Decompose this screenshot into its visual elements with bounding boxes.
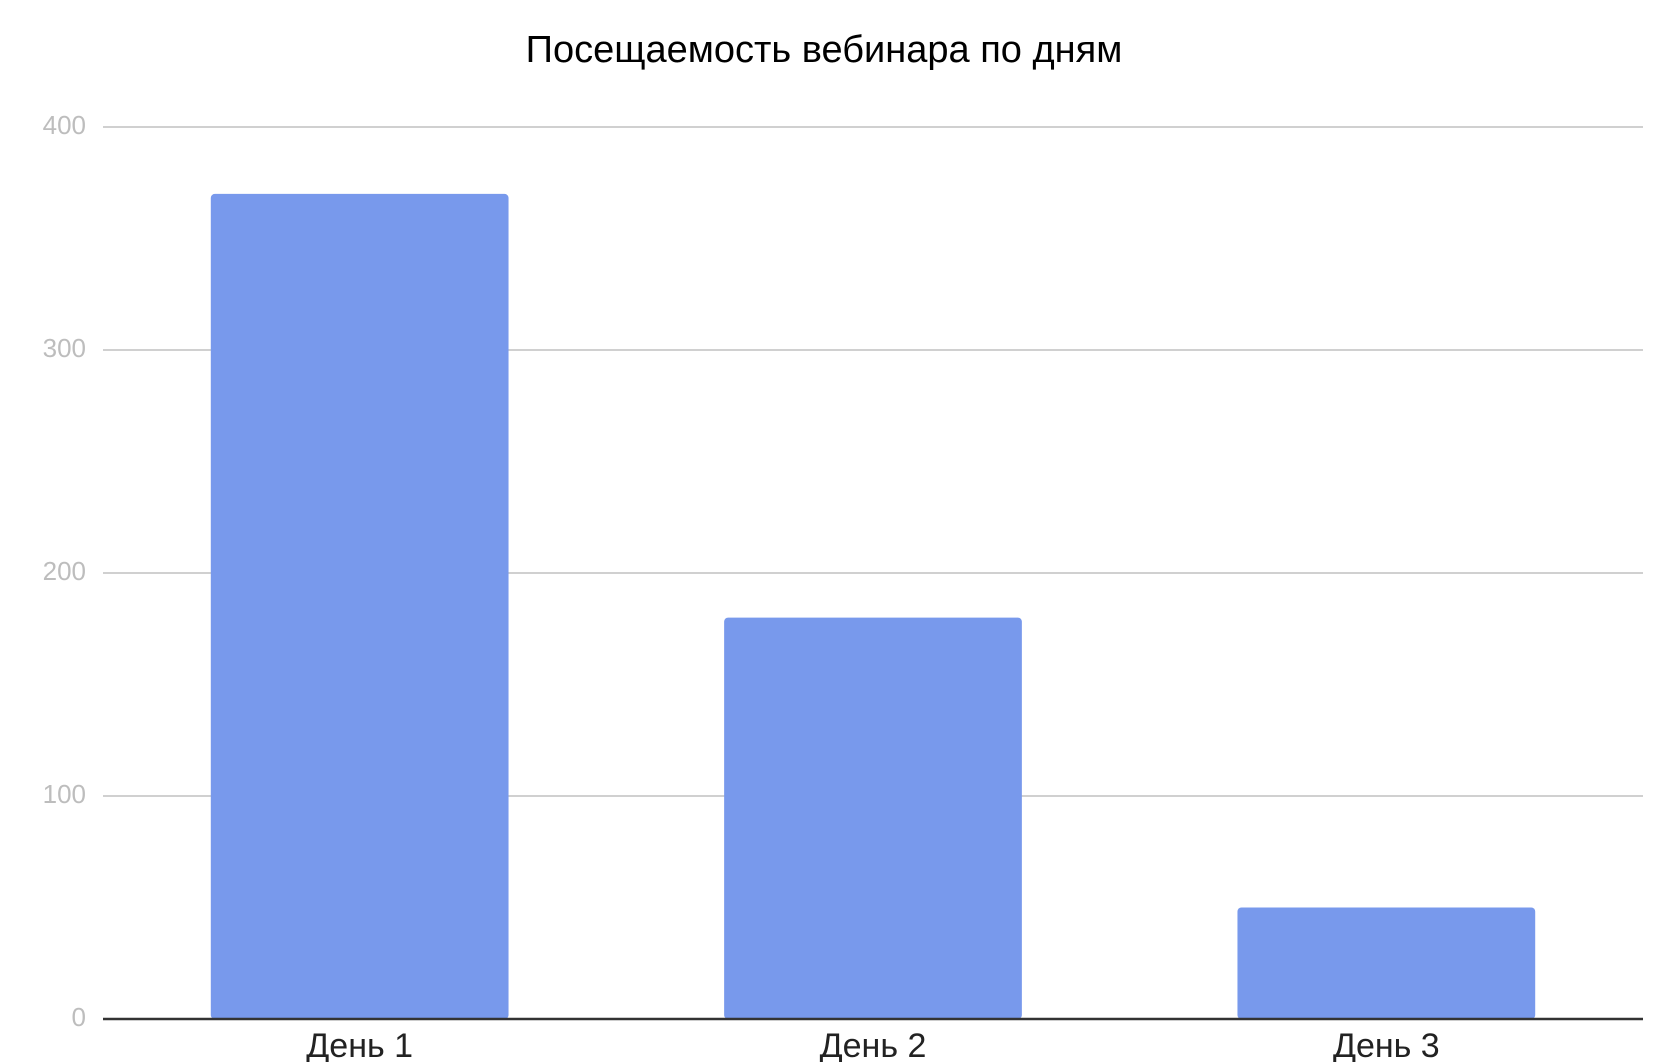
chart-title: Посещаемость вебинара по дням [526, 29, 1123, 71]
bar [724, 617, 1022, 1019]
x-tick-label: День 3 [1333, 1027, 1440, 1062]
bar [1237, 907, 1536, 1019]
y-tick-label: 0 [72, 1002, 86, 1032]
x-tick-label: День 2 [820, 1027, 927, 1062]
x-tick-label: День 1 [306, 1027, 413, 1062]
y-tick-label: 300 [43, 333, 86, 363]
y-tick-label: 100 [43, 779, 86, 809]
bar [210, 193, 509, 1019]
y-tick-label: 200 [43, 556, 86, 586]
y-tick-label: 400 [43, 110, 86, 140]
